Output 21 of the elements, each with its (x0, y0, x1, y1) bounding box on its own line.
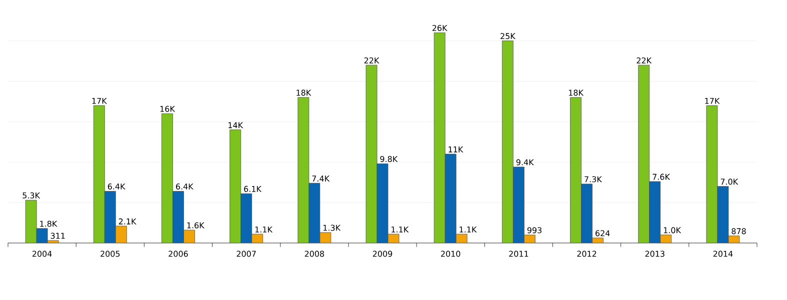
bar (308, 182, 320, 243)
bar (298, 97, 310, 243)
bar (162, 113, 173, 243)
bar (240, 193, 252, 243)
bar (581, 184, 592, 243)
bar (104, 191, 116, 243)
bar (512, 166, 524, 243)
bar (93, 105, 105, 243)
bar (444, 154, 456, 243)
bar (366, 64, 378, 243)
bar (649, 181, 661, 243)
bar (172, 191, 184, 243)
bar (717, 186, 729, 243)
bar (434, 32, 446, 243)
bar (230, 130, 242, 243)
bar (706, 105, 718, 243)
bar (502, 40, 514, 243)
bar (638, 64, 650, 243)
bar (570, 97, 582, 243)
bar (115, 226, 127, 243)
bar (376, 164, 388, 243)
